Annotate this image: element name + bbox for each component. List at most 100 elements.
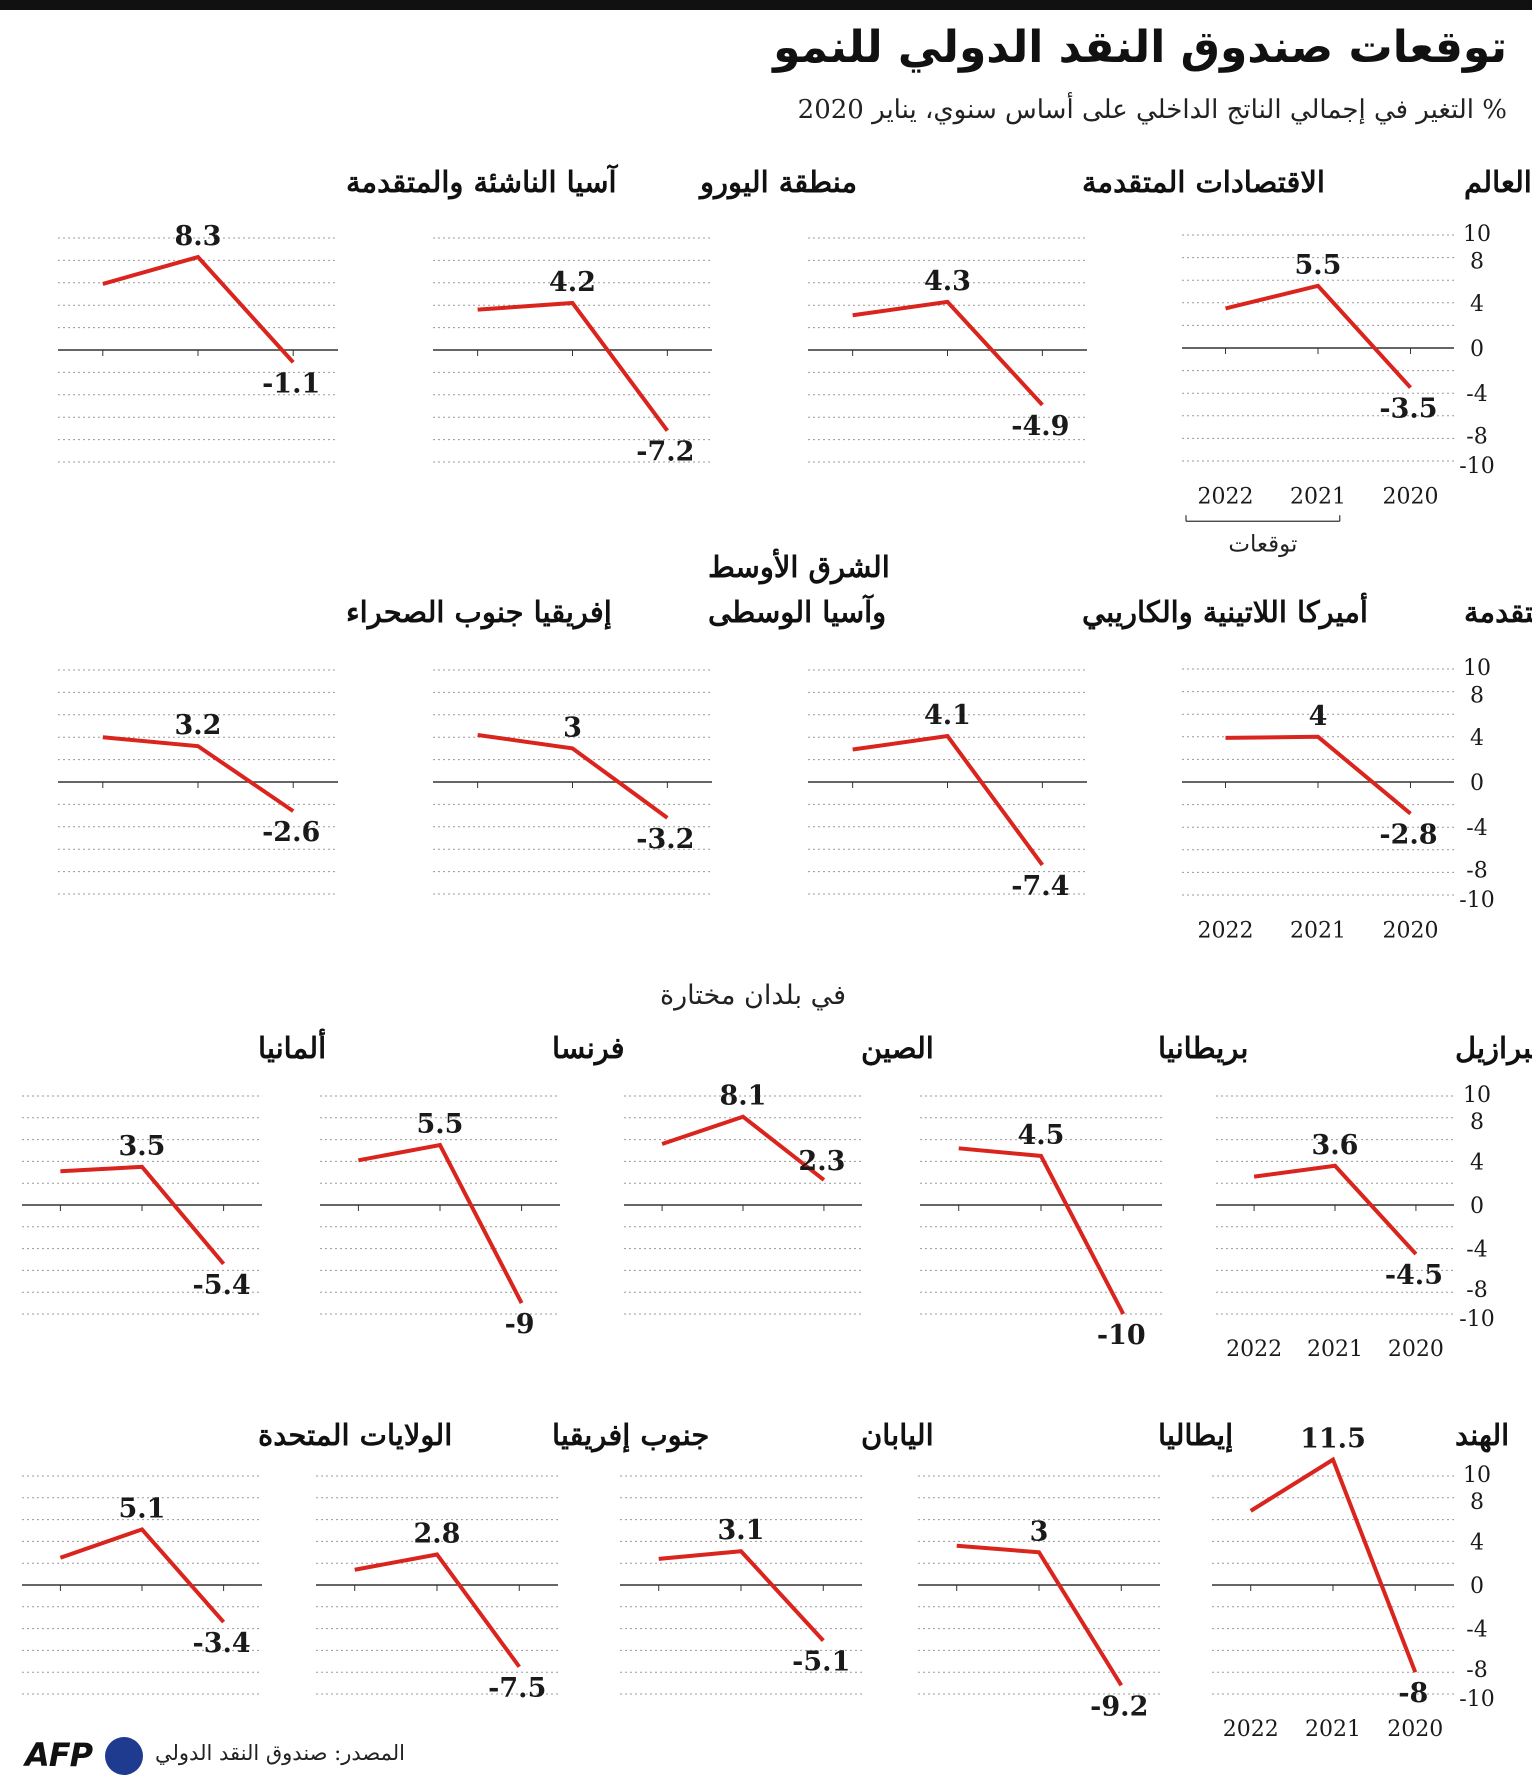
chart-title: آسيا الناشئة والمتقدمة bbox=[346, 164, 619, 200]
forecast-label: توقعات bbox=[1228, 531, 1297, 557]
series-line bbox=[1225, 283, 1412, 389]
data-label: -9.2 bbox=[1090, 1691, 1148, 1722]
data-label: 4.2 bbox=[549, 267, 596, 298]
chart-title: منطقة اليورو bbox=[698, 165, 857, 200]
y-tick-label: 10 bbox=[1463, 656, 1491, 681]
chart-title: البرازيل bbox=[1455, 1031, 1532, 1066]
source-note: المصدر: صندوق النقد الدولي bbox=[155, 1741, 405, 1765]
chart-title: العالم bbox=[1464, 165, 1532, 200]
data-label: 4.3 bbox=[924, 266, 971, 297]
x-tick-label: 2021 bbox=[1290, 484, 1346, 509]
chart-panel: الصين 2.3 8.1 bbox=[624, 1031, 934, 1315]
y-tick-label: -4 bbox=[1466, 1238, 1487, 1263]
series-line bbox=[59, 1527, 226, 1624]
x-tick-label: 2021 bbox=[1305, 1717, 1361, 1742]
series-line bbox=[102, 735, 295, 813]
x-tick-label: 2020 bbox=[1382, 484, 1438, 509]
data-label: -5.4 bbox=[193, 1270, 251, 1301]
data-label: 5.1 bbox=[119, 1493, 166, 1524]
data-label: -7.4 bbox=[1011, 871, 1069, 902]
data-label: 8.3 bbox=[175, 221, 222, 252]
data-label: 3 bbox=[1030, 1516, 1049, 1547]
y-tick-label: 4 bbox=[1470, 292, 1484, 317]
page-subtitle: % التغير في إجمالي الناتج الداخلي على أس… bbox=[797, 95, 1507, 125]
chart-panel: الشرق الأوسط وآسيا الوسطى -3.2 3 bbox=[433, 549, 890, 895]
series-line bbox=[658, 1549, 825, 1642]
y-tick-label: 0 bbox=[1470, 1194, 1484, 1219]
x-tick-label: 2020 bbox=[1388, 1337, 1444, 1362]
chart-title: اليابان bbox=[861, 1418, 934, 1452]
y-tick-label: 8 bbox=[1470, 1110, 1484, 1135]
y-tick-label: -8 bbox=[1466, 1658, 1487, 1683]
series-line bbox=[956, 1543, 1123, 1687]
data-label: -2.8 bbox=[1379, 820, 1437, 851]
afp-logo-dot bbox=[105, 1737, 143, 1775]
chart-title: الشرق الأوسط bbox=[708, 549, 890, 585]
afp-logo: AFP bbox=[25, 1736, 150, 1776]
data-label: 2.8 bbox=[414, 1518, 461, 1549]
series-line bbox=[60, 1164, 226, 1266]
data-label: 2.3 bbox=[798, 1146, 845, 1177]
chart-panel: فرنسا -9 5.5 bbox=[320, 1031, 625, 1340]
y-tick-label: -8 bbox=[1466, 858, 1487, 883]
data-label: 3 bbox=[563, 712, 582, 743]
x-tick-label: 2021 bbox=[1290, 918, 1346, 943]
data-label: 4 bbox=[1309, 701, 1328, 732]
section-label: في بلدان مختارة bbox=[660, 980, 846, 1011]
y-tick-label: 4 bbox=[1470, 1530, 1484, 1555]
data-label: -9 bbox=[505, 1309, 535, 1340]
y-tick-label: -4 bbox=[1466, 382, 1487, 407]
data-label: -3.4 bbox=[193, 1628, 251, 1659]
series-line bbox=[358, 1142, 524, 1305]
series-line bbox=[1249, 1456, 1418, 1673]
y-tick-label: -10 bbox=[1459, 454, 1494, 479]
y-tick-label: -10 bbox=[1459, 888, 1494, 913]
data-label: 3.6 bbox=[1312, 1130, 1359, 1161]
forecast-bracket: توقعات bbox=[1185, 515, 1341, 557]
data-label: -7.5 bbox=[488, 1673, 546, 1704]
chart-title: أميركا اللاتينية والكاريبي bbox=[1082, 592, 1368, 630]
chart-panel: أوروبا الناشئة والمتقدمة -2.8 4 10 8 4 0 -4 -8 -1… bbox=[1182, 592, 1532, 943]
chart-panel: إفريقيا جنوب الصحراء -2.6 3.2 bbox=[58, 595, 612, 895]
afp-logo-text: AFP bbox=[25, 1736, 93, 1774]
y-tick-label: 0 bbox=[1470, 1574, 1484, 1599]
page-title: توقعات صندوق النقد الدولي للنمو bbox=[773, 22, 1507, 73]
data-label: 4.1 bbox=[924, 700, 971, 731]
data-label: 5.5 bbox=[1295, 250, 1342, 281]
chart-panel: اليابان -5.1 3.1 bbox=[620, 1418, 934, 1695]
data-label: -1.1 bbox=[262, 368, 320, 399]
x-tick-label: 2020 bbox=[1387, 1717, 1443, 1742]
series-line bbox=[852, 733, 1044, 867]
series-line bbox=[477, 732, 669, 820]
chart-panel: الاقتصادات المتقدمة -4.9 4.3 bbox=[808, 165, 1325, 463]
chart-title: ألمانيا bbox=[258, 1028, 326, 1065]
series-line bbox=[958, 1146, 1126, 1315]
chart-title: إفريقيا جنوب الصحراء bbox=[346, 595, 612, 630]
chart-panel: أميركا اللاتينية والكاريبي -7.4 4.1 bbox=[808, 592, 1368, 902]
data-label: 3.5 bbox=[119, 1131, 166, 1162]
data-label: 5.5 bbox=[417, 1109, 464, 1140]
y-tick-label: 0 bbox=[1470, 337, 1484, 362]
chart-title: الهند bbox=[1455, 1418, 1509, 1453]
chart-title: الاقتصادات المتقدمة bbox=[1082, 165, 1325, 199]
data-label: 3.1 bbox=[718, 1515, 765, 1546]
y-tick-label: 8 bbox=[1470, 1490, 1484, 1515]
series-line bbox=[477, 300, 669, 432]
top-rule bbox=[0, 0, 1532, 10]
y-tick-label: 4 bbox=[1470, 1150, 1484, 1175]
chart-panel: الهند -8 11.5 108 4 0 -4 -8 -10 2022 2021 2020 bbox=[1212, 1418, 1509, 1742]
data-label: -10 bbox=[1097, 1320, 1146, 1351]
y-tick-label: 10 bbox=[1463, 1463, 1491, 1488]
chart-title: بريطانيا bbox=[1158, 1031, 1248, 1066]
data-label: -2.6 bbox=[262, 817, 320, 848]
series-line bbox=[1253, 1163, 1418, 1256]
chart-panel: آسيا الناشئة والمتقدمة -1.1 8.3 bbox=[58, 164, 619, 463]
y-tick-label: -10 bbox=[1459, 1687, 1494, 1712]
x-tick-label: 2020 bbox=[1382, 918, 1438, 943]
data-label: 4.5 bbox=[1018, 1120, 1065, 1151]
series-line bbox=[102, 254, 295, 364]
data-label: -8 bbox=[1398, 1678, 1428, 1709]
series-line bbox=[661, 1114, 826, 1182]
y-tick-label: -10 bbox=[1459, 1307, 1494, 1332]
